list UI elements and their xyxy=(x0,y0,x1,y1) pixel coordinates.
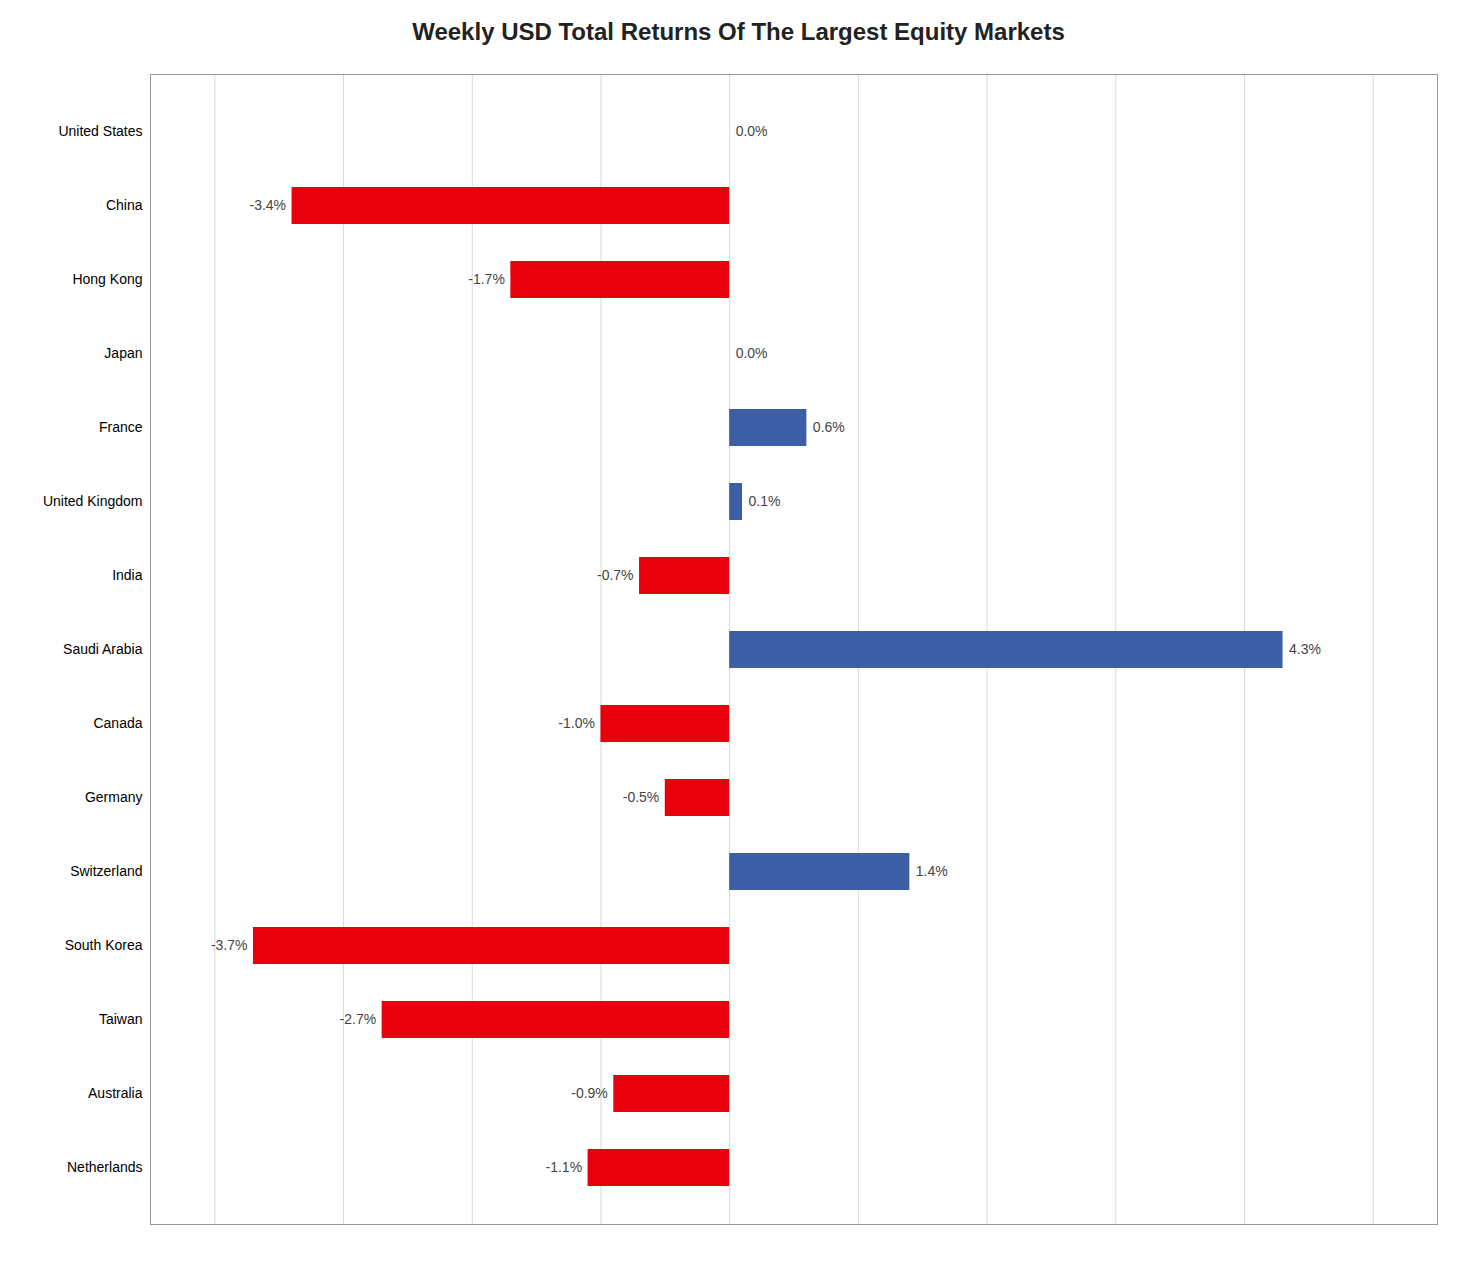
svg-text:Taiwan: Taiwan xyxy=(99,1011,143,1027)
svg-text:United Kingdom: United Kingdom xyxy=(43,493,143,509)
svg-text:-0.7%: -0.7% xyxy=(597,567,634,583)
svg-text:Netherlands: Netherlands xyxy=(67,1159,143,1175)
svg-text:Hong Kong: Hong Kong xyxy=(72,271,142,287)
svg-text:-1.7%: -1.7% xyxy=(468,271,505,287)
svg-text:Australia: Australia xyxy=(88,1085,143,1101)
svg-text:-1.1%: -1.1% xyxy=(546,1159,583,1175)
svg-text:France: France xyxy=(99,419,143,435)
svg-text:4.3%: 4.3% xyxy=(1289,641,1321,657)
svg-text:Saudi Arabia: Saudi Arabia xyxy=(63,641,143,657)
svg-text:Germany: Germany xyxy=(85,789,143,805)
svg-text:Canada: Canada xyxy=(93,715,142,731)
svg-text:-0.9%: -0.9% xyxy=(571,1085,608,1101)
svg-text:-3.7%: -3.7% xyxy=(211,937,248,953)
svg-text:China: China xyxy=(106,197,143,213)
svg-text:1.4%: 1.4% xyxy=(916,863,948,879)
svg-text:0.0%: 0.0% xyxy=(736,345,768,361)
svg-text:Japan: Japan xyxy=(104,345,142,361)
svg-text:United States: United States xyxy=(58,123,142,139)
svg-text:-1.0%: -1.0% xyxy=(558,715,595,731)
svg-text:-0.5%: -0.5% xyxy=(623,789,660,805)
svg-text:0.0%: 0.0% xyxy=(736,123,768,139)
svg-text:-3.4%: -3.4% xyxy=(249,197,286,213)
svg-text:0.1%: 0.1% xyxy=(749,493,781,509)
html-text:Weekly USD Total Returns Of Th: Weekly USD Total Returns Of The Largest … xyxy=(412,18,1065,45)
svg-text:Switzerland: Switzerland xyxy=(70,863,142,879)
svg-text:South Korea: South Korea xyxy=(65,937,143,953)
svg-text:-2.7%: -2.7% xyxy=(340,1011,377,1027)
svg-text:0.6%: 0.6% xyxy=(813,419,845,435)
svg-text:India: India xyxy=(112,567,143,583)
